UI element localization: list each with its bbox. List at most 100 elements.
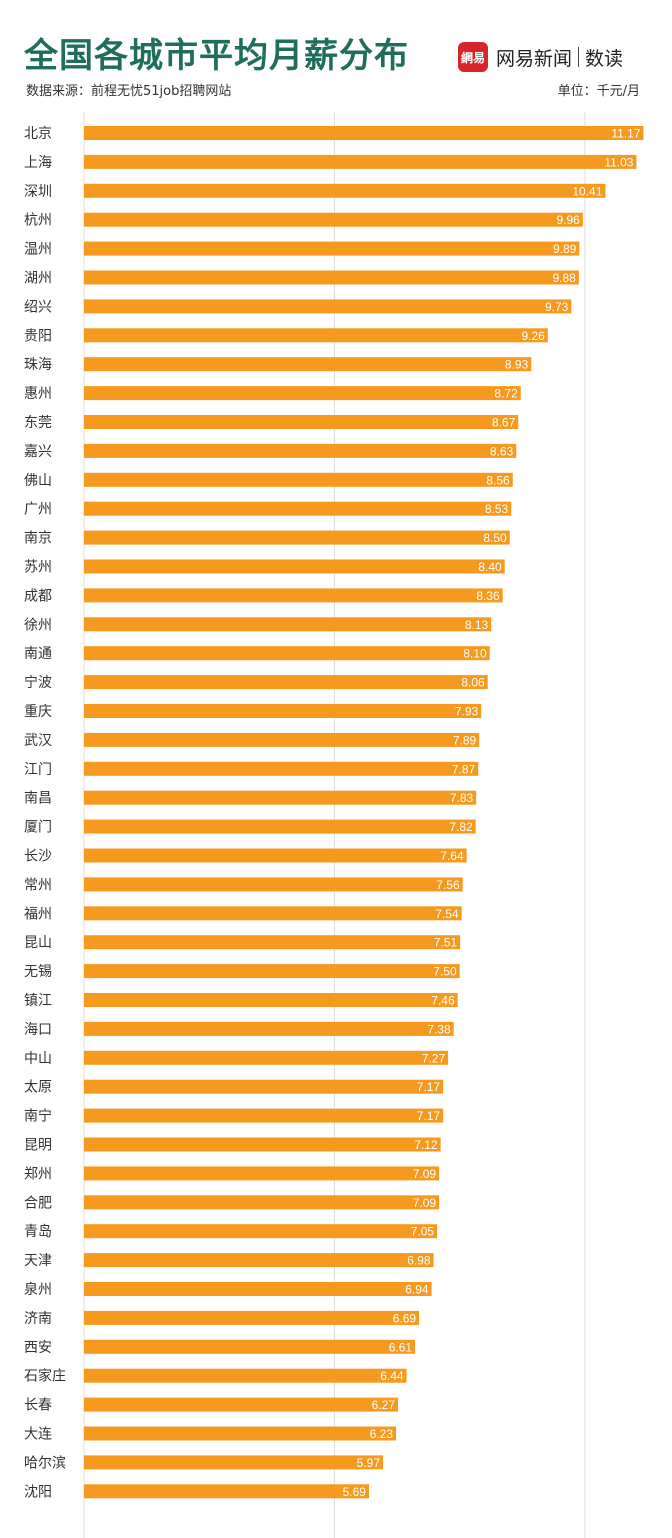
bar [84, 964, 460, 979]
bar [84, 1021, 454, 1036]
value-label: 7.50 [433, 965, 457, 979]
category-label: 徐州 [24, 617, 52, 633]
bar [84, 328, 548, 343]
netease-logo-icon: 網易 [458, 42, 488, 72]
bar [84, 559, 505, 574]
bar [84, 1137, 441, 1152]
bar [84, 877, 463, 892]
bar [84, 530, 510, 545]
value-label: 6.94 [405, 1283, 429, 1297]
category-label: 无锡 [24, 964, 52, 980]
bar [84, 1253, 434, 1268]
brand-name: 网易新闻 [496, 47, 573, 70]
bar [84, 501, 512, 516]
bar [84, 848, 467, 863]
bar [84, 154, 637, 169]
category-label: 厦门 [24, 820, 52, 836]
value-label: 6.27 [372, 1398, 396, 1412]
value-label: 6.69 [393, 1311, 417, 1325]
bar [84, 1397, 399, 1412]
bar [84, 1484, 369, 1499]
category-label: 郑州 [24, 1166, 52, 1182]
category-label: 南通 [24, 646, 52, 662]
value-label: 7.38 [427, 1022, 451, 1036]
category-label: 温州 [24, 242, 52, 258]
bar [84, 357, 532, 372]
bar [84, 1282, 432, 1296]
bar [84, 126, 644, 140]
value-label: 8.93 [505, 358, 529, 372]
value-label: 8.06 [461, 676, 485, 690]
value-label: 9.26 [521, 329, 545, 343]
value-label: 9.73 [545, 300, 569, 314]
category-label: 西安 [24, 1340, 52, 1356]
chart-title: 全国各城市平均月薪分布 [24, 36, 409, 76]
category-label: 珠海 [24, 357, 52, 373]
value-label: 5.97 [357, 1456, 381, 1470]
category-label: 嘉兴 [24, 444, 52, 460]
bar [84, 935, 461, 950]
bar [84, 241, 580, 256]
category-label: 昆山 [24, 935, 52, 951]
category-label: 北京 [24, 126, 52, 142]
value-label: 7.09 [413, 1167, 437, 1181]
value-label: 7.17 [417, 1080, 441, 1094]
bar [84, 212, 583, 227]
category-label: 南宁 [24, 1108, 52, 1125]
value-label: 7.17 [417, 1109, 441, 1123]
category-label: 太原 [24, 1080, 52, 1096]
category-label: 泉州 [24, 1281, 52, 1298]
value-label: 7.54 [435, 907, 459, 921]
bar [84, 472, 513, 487]
bar [84, 993, 458, 1007]
bar [84, 443, 517, 458]
bar [84, 704, 482, 718]
value-label: 7.12 [414, 1138, 438, 1152]
value-label: 6.44 [380, 1369, 404, 1383]
bar [84, 270, 579, 285]
bar [84, 386, 521, 401]
bar-chart: 北京 11.17 上海 11.03 深圳 10.41 杭州 9.96 温州 9.89 湖州 9.88 绍… [24, 112, 644, 1538]
value-label: 5.69 [343, 1485, 367, 1499]
category-label: 沈阳 [24, 1484, 52, 1500]
value-label: 8.67 [492, 416, 516, 430]
value-label: 7.05 [411, 1225, 435, 1239]
bar [84, 1108, 444, 1123]
value-label: 7.64 [440, 849, 464, 863]
value-label: 8.36 [476, 589, 500, 603]
category-label: 重庆 [24, 704, 52, 720]
category-label: 上海 [24, 155, 52, 171]
bar [84, 183, 606, 198]
value-label: 8.10 [463, 647, 487, 661]
category-label: 石家庄 [24, 1368, 66, 1385]
category-label: 天津 [24, 1253, 52, 1269]
value-label: 9.88 [552, 271, 576, 285]
category-label: 南昌 [24, 791, 52, 807]
category-label: 湖州 [24, 271, 52, 287]
bar [84, 1166, 440, 1181]
bar [84, 299, 572, 314]
value-label: 8.50 [483, 531, 507, 545]
value-label: 7.87 [452, 762, 476, 776]
category-label: 苏州 [24, 560, 52, 576]
category-label: 杭州 [24, 213, 52, 229]
bar [84, 1455, 384, 1470]
category-label: 长春 [24, 1398, 52, 1414]
category-label: 海口 [24, 1022, 52, 1038]
category-label: 广州 [24, 502, 52, 518]
category-label: 深圳 [24, 184, 52, 200]
value-label: 8.13 [465, 618, 489, 632]
bar [84, 1426, 397, 1441]
category-label: 福州 [24, 906, 52, 922]
category-label: 绍兴 [24, 299, 52, 315]
category-label: 昆明 [24, 1138, 52, 1154]
bar [84, 617, 492, 632]
category-label: 大连 [24, 1427, 52, 1443]
bar [84, 761, 479, 776]
value-label: 7.51 [434, 936, 458, 950]
chart-header: 全国各城市平均月薪分布 網易 网易新闻 数读 数据来源：前程无忧51job招聘网… [0, 0, 672, 110]
category-label: 青岛 [24, 1224, 52, 1240]
bar [84, 1368, 407, 1383]
unit-label: 单位：千元/月 [557, 84, 640, 99]
brand: 網易 网易新闻 数读 [458, 40, 623, 74]
